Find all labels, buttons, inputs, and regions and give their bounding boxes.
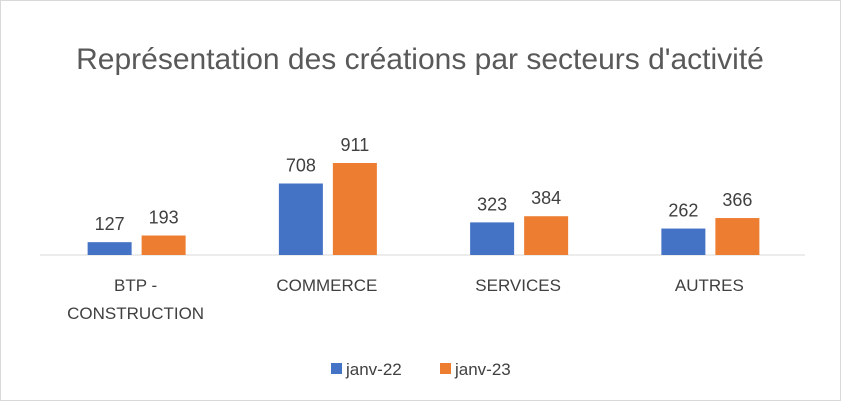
value-label: 262 bbox=[668, 201, 698, 221]
bar bbox=[715, 218, 760, 255]
bar bbox=[524, 216, 569, 255]
x-tick-label: AUTRES bbox=[674, 276, 744, 295]
value-label: 384 bbox=[531, 188, 561, 208]
bar bbox=[87, 242, 132, 255]
legend-swatch bbox=[440, 363, 451, 374]
bar bbox=[470, 222, 515, 255]
bar bbox=[332, 163, 377, 255]
x-tick-label: BTP - CONSTRUCTION bbox=[67, 276, 205, 323]
value-label: 708 bbox=[286, 156, 316, 176]
bar bbox=[278, 183, 323, 255]
x-tick-label: COMMERCE bbox=[276, 276, 378, 295]
legend-label: janv-22 bbox=[345, 360, 402, 379]
value-label: 366 bbox=[722, 190, 752, 210]
bar bbox=[661, 228, 706, 255]
value-label: 193 bbox=[149, 208, 179, 228]
value-label: 911 bbox=[341, 135, 370, 155]
chart-title: Représentation des créations par secteur… bbox=[76, 43, 764, 76]
x-tick-label: SERVICES bbox=[475, 276, 561, 295]
value-label: 323 bbox=[477, 194, 507, 214]
legend-swatch bbox=[331, 363, 342, 374]
legend-label: janv-23 bbox=[454, 360, 511, 379]
value-label: 127 bbox=[95, 214, 125, 234]
bar bbox=[141, 235, 186, 255]
